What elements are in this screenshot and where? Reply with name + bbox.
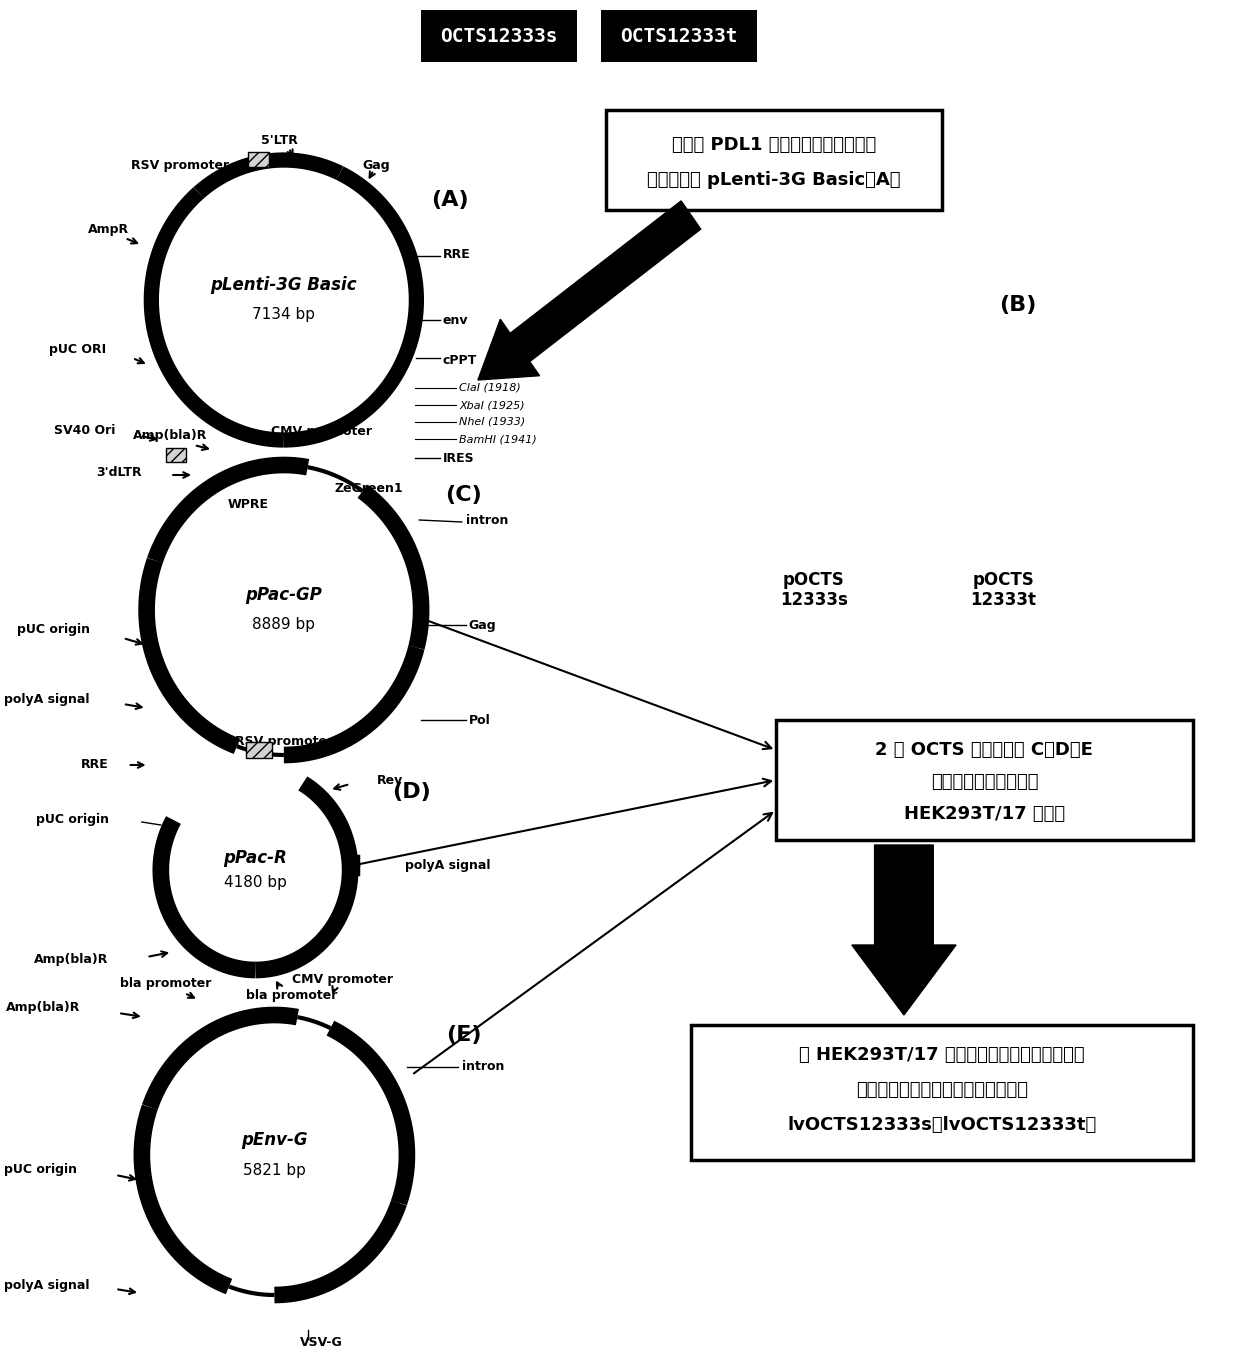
Text: HEK293T/17 细胞。: HEK293T/17 细胞。 [904, 805, 1065, 824]
Bar [601, 10, 758, 63]
Text: Amp(bla)R: Amp(bla)R [6, 1000, 81, 1014]
Text: Pol: Pol [469, 713, 490, 727]
Text: (C): (C) [445, 485, 482, 506]
Bar [422, 10, 578, 63]
Text: polyA signal: polyA signal [4, 1279, 89, 1291]
Text: pUC origin: pUC origin [36, 814, 109, 826]
Text: 在 HEK293T/17 内慢病毒结构和功能基因的大: 在 HEK293T/17 内慢病毒结构和功能基因的大 [799, 1046, 1085, 1064]
Text: polyA signal: polyA signal [4, 693, 89, 707]
Text: intron: intron [466, 514, 508, 526]
Text: (D): (D) [392, 781, 432, 802]
Text: Amp(bla)R: Amp(bla)R [133, 428, 207, 442]
Text: CMV promoter: CMV promoter [293, 973, 393, 987]
Text: bla promoter: bla promoter [246, 988, 337, 1002]
Text: NheI (1933): NheI (1933) [459, 417, 526, 427]
Text: pLenti-3G Basic: pLenti-3G Basic [211, 276, 357, 294]
Text: pUC origin: pUC origin [17, 624, 89, 636]
Text: pPac-GP: pPac-GP [246, 586, 322, 603]
Bar [165, 448, 186, 462]
Text: 8889 bp: 8889 bp [253, 617, 315, 632]
Bar [248, 152, 269, 167]
Text: 3'dLTR: 3'dLTR [97, 466, 141, 478]
Bar [246, 742, 273, 758]
Text: CMV promoter: CMV promoter [272, 425, 372, 439]
Text: pOCTS: pOCTS [972, 571, 1034, 588]
Text: OCTS12333t: OCTS12333t [620, 26, 738, 45]
Text: 5821 bp: 5821 bp [243, 1162, 306, 1177]
Text: Gag: Gag [469, 618, 496, 632]
Text: RSV promoter: RSV promoter [234, 735, 332, 749]
Text: WPRE: WPRE [227, 499, 268, 511]
Text: 分别与 PDL1 单链抗体克隆进入慢病: 分别与 PDL1 单链抗体克隆进入慢病 [672, 136, 875, 154]
Text: 7134 bp: 7134 bp [253, 307, 315, 322]
Text: 12333s: 12333s [780, 591, 848, 609]
Text: (E): (E) [446, 1025, 481, 1045]
Text: 量表达，分别组装成重组慢病毒载体: 量表达，分别组装成重组慢病毒载体 [856, 1080, 1028, 1099]
Text: BamHI (1941): BamHI (1941) [459, 434, 537, 444]
Text: 三种包装质粒共同转染: 三种包装质粒共同转染 [931, 773, 1038, 791]
Text: ZeGreen1: ZeGreen1 [335, 481, 403, 495]
Text: Amp(bla)R: Amp(bla)R [35, 954, 109, 966]
Text: RRE: RRE [81, 758, 109, 772]
Text: VSV-G: VSV-G [300, 1336, 343, 1349]
Text: ClaI (1918): ClaI (1918) [459, 383, 521, 393]
Text: 毒骨架质粒 pLenti-3G Basic（A）: 毒骨架质粒 pLenti-3G Basic（A） [647, 171, 900, 189]
Text: env: env [443, 314, 469, 326]
Text: bla promoter: bla promoter [120, 977, 211, 989]
Text: XbaI (1925): XbaI (1925) [459, 400, 525, 410]
Text: pPac-R: pPac-R [223, 849, 288, 867]
Text: RSV promoter: RSV promoter [130, 159, 229, 171]
Text: polyA signal: polyA signal [405, 859, 491, 871]
Bar [605, 110, 942, 211]
Text: pUC ORI: pUC ORI [48, 344, 105, 356]
Bar [776, 720, 1193, 840]
Text: intron: intron [461, 1060, 505, 1074]
Bar [691, 1025, 1193, 1161]
Text: RRE: RRE [443, 249, 471, 261]
Text: lvOCTS12333s、lvOCTS12333t。: lvOCTS12333s、lvOCTS12333t。 [787, 1116, 1096, 1133]
Text: 2 个 OCTS 质粒分别与 C、D、E: 2 个 OCTS 质粒分别与 C、D、E [875, 741, 1094, 758]
Text: (A): (A) [430, 190, 469, 211]
FancyArrow shape [477, 201, 701, 381]
Text: cPPT: cPPT [443, 353, 477, 367]
Text: Gag: Gag [363, 159, 391, 171]
Text: pOCTS: pOCTS [784, 571, 844, 588]
Text: 4180 bp: 4180 bp [224, 874, 286, 890]
Text: SV40 Ori: SV40 Ori [55, 424, 115, 436]
FancyArrow shape [852, 845, 956, 1015]
Text: IRES: IRES [443, 451, 475, 465]
Text: pEnv-G: pEnv-G [241, 1131, 308, 1148]
Text: (B): (B) [999, 295, 1037, 315]
Text: 5'LTR: 5'LTR [260, 133, 298, 147]
Text: AmpR: AmpR [88, 223, 129, 236]
Text: OCTS12333s: OCTS12333s [440, 26, 558, 45]
Text: 12333t: 12333t [971, 591, 1037, 609]
Text: Rev: Rev [377, 773, 403, 787]
Text: pUC origin: pUC origin [5, 1163, 77, 1177]
